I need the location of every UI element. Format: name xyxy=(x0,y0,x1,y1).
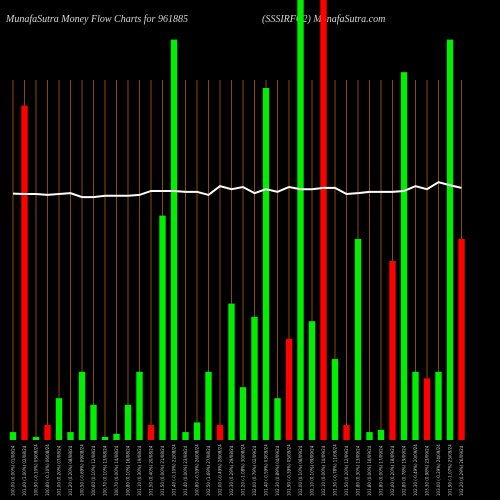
bar xyxy=(331,359,339,440)
bar xyxy=(423,378,431,440)
bar xyxy=(90,404,97,440)
bar xyxy=(366,432,373,440)
x-tick-label: 101.50 (0.40%) 20/08/24 xyxy=(149,445,154,496)
bar xyxy=(228,303,235,440)
x-tick-label: 102.20 (0.29%) 26/09/24 xyxy=(459,445,464,496)
bar xyxy=(205,371,212,440)
x-tick-label: 103.30 (0.98%) 23/09/24 xyxy=(425,445,430,496)
x-tick-label: 102.30 (0.29%) 29/08/24 xyxy=(229,445,234,496)
x-tick-label: 101.90 (-0.39%) 05/09/24 xyxy=(287,444,292,496)
bar xyxy=(55,398,63,440)
x-tick-label: 102.10 (0.10%) 09/09/24 xyxy=(310,445,315,496)
x-tick-label: 101.40 (-0.10%) 22/08/24 xyxy=(172,444,177,496)
bar xyxy=(308,321,316,440)
x-tick-label: 101.80 (0.00%) 16/09/24 xyxy=(367,445,372,496)
x-tick-label: 100.70 (0.00%) 14/08/24 xyxy=(114,445,119,496)
x-tick-label: 103.00 (-0.29%) 24/09/24 xyxy=(436,444,441,496)
bar xyxy=(216,425,224,440)
x-tick-label: 100.60 (0.10%) 12/08/24 xyxy=(91,445,96,496)
bar xyxy=(262,88,270,440)
bar xyxy=(343,425,350,440)
x-tick-label: 101.90 (-1.07%) 25/09/24 xyxy=(448,444,453,496)
x-tick-label: 101.20 (0.20%) 08/08/24 xyxy=(68,445,73,496)
bar xyxy=(159,215,166,440)
bar xyxy=(458,238,465,440)
x-tick-label: 102.10 (0.00%) 10/09/24 xyxy=(321,445,326,496)
x-tick-label: 101.40 (0.00%) 23/08/24 xyxy=(183,445,188,496)
bar xyxy=(113,433,120,440)
x-tick-label: 102.30 (-0.49%) 20/09/24 xyxy=(413,444,418,496)
x-tick-label: 100.80 (0.10%) 16/08/24 xyxy=(126,445,131,496)
money-flow-line xyxy=(12,181,462,199)
bar xyxy=(21,105,28,440)
bar xyxy=(136,371,143,440)
bar xyxy=(9,432,17,440)
bar xyxy=(435,371,442,440)
bar xyxy=(78,371,86,440)
x-tick-label: 101.80 (0.30%) 13/09/24 xyxy=(356,445,361,496)
x-tick-label: 100.70 (0.10%) 13/08/24 xyxy=(103,445,108,496)
bar xyxy=(354,238,362,440)
x-tick-label: 102.00 (-0.49%) 28/08/24 xyxy=(218,444,223,496)
x-tick-label: 102.00 (0.20%) 18/09/24 xyxy=(390,445,395,496)
x-tick-label: 102.00 (0.79%) 02/09/24 xyxy=(252,445,257,496)
bar xyxy=(239,387,247,440)
x-tick-label: 101.00 (0.20%) 07/08/24 xyxy=(57,445,62,496)
bar xyxy=(101,436,109,440)
bar xyxy=(251,316,258,440)
bar xyxy=(67,432,74,440)
x-tick-label: 101.30 (-0.78%) 11/09/24 xyxy=(333,444,338,496)
bar xyxy=(412,371,419,440)
bar xyxy=(170,39,178,440)
x-tick-label: 100.50 (-0.69%) 09/08/24 xyxy=(80,444,85,496)
bar xyxy=(400,72,408,440)
x-tick-label: 101.50 (0.00%) 21/08/24 xyxy=(160,445,165,496)
bar xyxy=(32,436,40,440)
x-tick-label: 102.30 (0.89%) 04/09/24 xyxy=(275,445,280,496)
bar xyxy=(193,422,201,440)
bar xyxy=(285,338,293,440)
bar xyxy=(377,429,385,440)
bar xyxy=(274,398,281,440)
x-tick-label: 101.50 (0.20%) 12/09/24 xyxy=(344,445,349,496)
x-tick-label: 100.90 (-0.10%) 05/08/24 xyxy=(34,444,39,496)
x-tick-label: 100.00 (0.00%) 01/08/24 xyxy=(11,445,16,496)
bar xyxy=(44,425,51,440)
bar xyxy=(297,0,304,440)
x-tick-label: 100.80 (-0.59%) 26/08/24 xyxy=(195,444,200,496)
x-tick-label: 102.50 (1.69%) 27/08/24 xyxy=(206,445,211,496)
bar xyxy=(147,425,155,440)
x-tick-label: 101.40 (-0.59%) 03/09/24 xyxy=(264,444,269,496)
bar xyxy=(320,0,327,440)
x-tick-label: 101.10 (0.30%) 19/08/24 xyxy=(137,445,142,496)
bar xyxy=(182,432,189,440)
chart-title: MunafaSutra Money Flow Charts for 961885 xyxy=(5,14,188,25)
x-tick-label: 100.80 (-0.10%) 06/08/24 xyxy=(45,444,50,496)
x-tick-label: 102.80 (0.78%) 19/09/24 xyxy=(402,445,407,496)
x-tick-label: 101.80 (0.00%) 17/09/24 xyxy=(379,445,384,496)
bar xyxy=(124,404,132,440)
x-tick-label: 101.00 (1.00%) 02/08/24 xyxy=(22,445,27,496)
bar xyxy=(389,260,396,440)
x-tick-label: 102.00 (0.10%) 06/09/24 xyxy=(298,445,303,496)
x-tick-label: 101.20 (-1.08%) 30/08/24 xyxy=(241,444,246,496)
bar xyxy=(446,39,454,440)
